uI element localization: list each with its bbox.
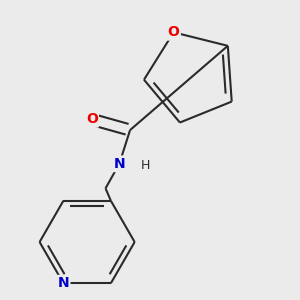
Text: H: H — [141, 159, 150, 172]
Text: O: O — [168, 25, 179, 39]
Text: N: N — [113, 157, 125, 171]
Text: O: O — [86, 112, 98, 126]
Text: N: N — [58, 276, 69, 290]
